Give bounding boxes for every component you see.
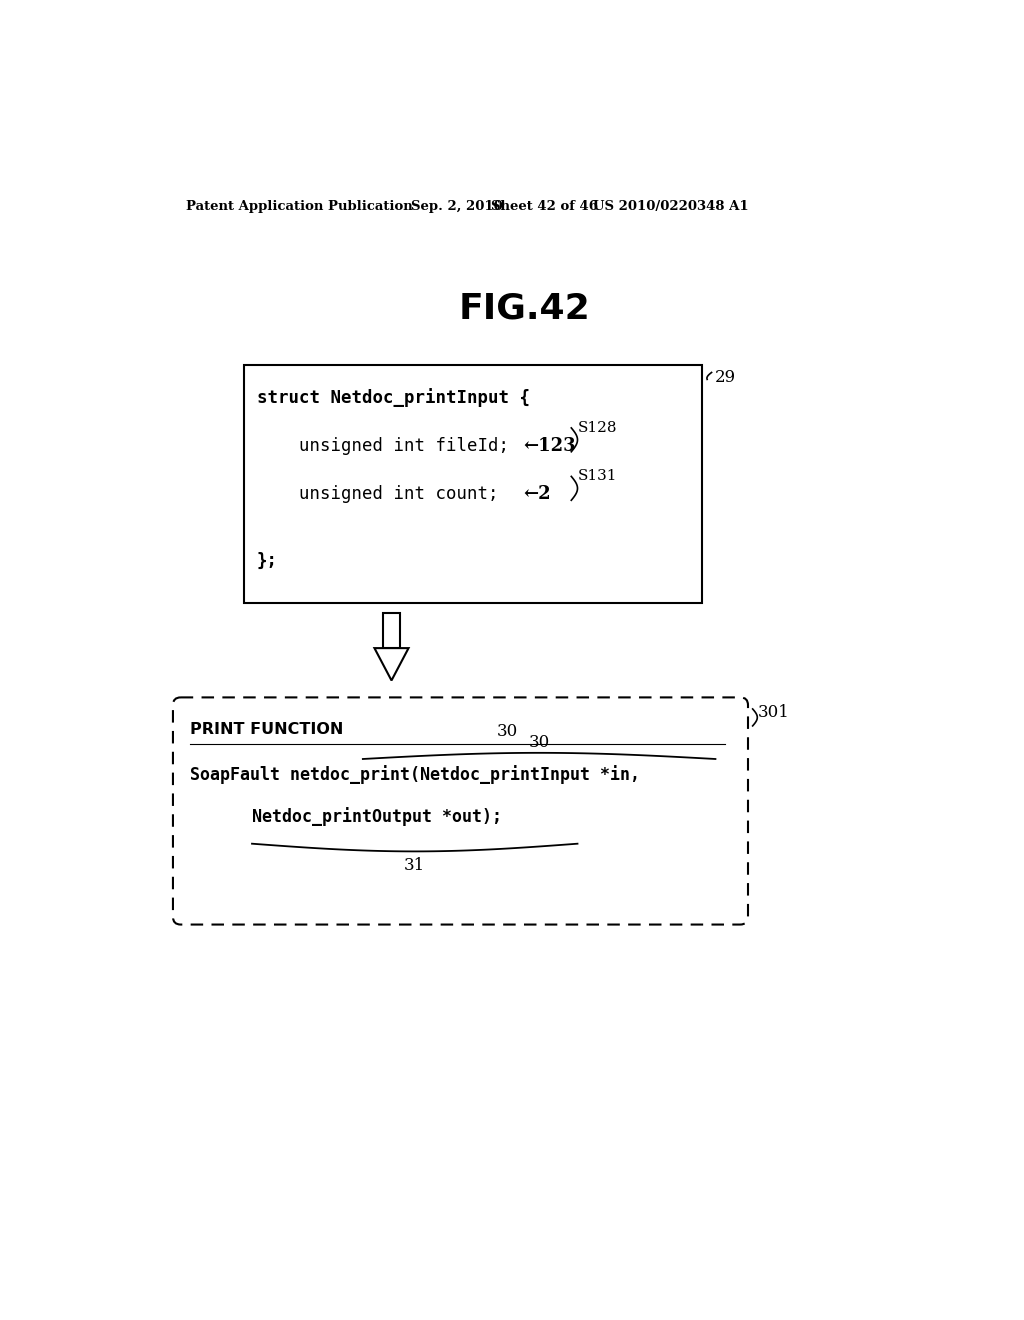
Text: 31: 31 [404, 857, 425, 874]
Bar [245, 364, 701, 603]
Text: S131: S131 [578, 470, 617, 483]
Text: Netdoc_printOutput *out);: Netdoc_printOutput *out); [252, 808, 502, 826]
Text: SoapFault netdoc_print(Netdoc_printInput *in,: SoapFault netdoc_print(Netdoc_printInput… [190, 764, 640, 784]
Polygon shape [375, 648, 409, 681]
Text: PRINT FUNCTION: PRINT FUNCTION [190, 722, 343, 738]
Text: ←123: ←123 [523, 437, 575, 454]
Text: unsigned int count;: unsigned int count; [257, 486, 498, 503]
Text: S128: S128 [578, 421, 617, 434]
Text: ←2: ←2 [523, 486, 551, 503]
Text: struct Netdoc_printInput {: struct Netdoc_printInput { [257, 388, 529, 407]
Text: Sheet 42 of 46: Sheet 42 of 46 [490, 199, 598, 213]
FancyBboxPatch shape [173, 697, 748, 924]
Text: Sep. 2, 2010: Sep. 2, 2010 [411, 199, 503, 213]
Text: FIG.42: FIG.42 [459, 292, 591, 326]
Text: 301: 301 [758, 704, 790, 721]
Text: 30: 30 [528, 734, 550, 751]
Text: unsigned int fileId;: unsigned int fileId; [257, 437, 509, 454]
Text: US 2010/0220348 A1: US 2010/0220348 A1 [593, 199, 749, 213]
Text: 29: 29 [715, 368, 736, 385]
Bar [383, 612, 400, 648]
Text: };: }; [257, 552, 278, 570]
Text: Patent Application Publication: Patent Application Publication [186, 199, 413, 213]
Text: 30: 30 [497, 723, 517, 739]
